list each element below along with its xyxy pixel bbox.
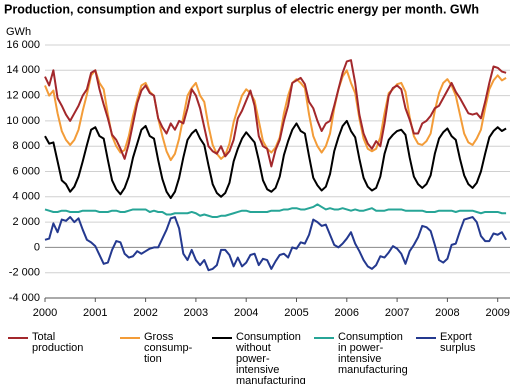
chart-title: Production, consumption and export surpl… [4,2,479,16]
legend-swatch [120,337,140,339]
series-line [44,119,507,200]
x-tick-label: 2005 [284,307,308,319]
x-tick-label: 2008 [435,307,459,319]
y-tick-label: 10 000 [6,115,40,127]
y-tick-label: 14 000 [6,64,40,76]
x-tick-label: 2006 [335,307,359,319]
x-tick-label: 2009 [485,307,509,319]
series-line [44,203,507,219]
series-line [44,216,507,272]
legend-label: Total production [32,331,84,354]
y-tick-label: 0 [34,241,40,253]
legend-label: Consumption in power- intensive manufact… [338,331,408,376]
y-tick-label: 6 000 [12,165,40,177]
y-tick-label: 16 000 [6,39,40,51]
legend-swatch [314,337,334,339]
x-tick-label: 2002 [133,307,157,319]
legend-label: Consumption without power- intensive man… [236,331,306,384]
legend-label: Export surplus [440,331,476,354]
y-tick-label: 12 000 [6,90,40,102]
x-tick-label: 2003 [184,307,208,319]
y-tick-label: 4 000 [12,191,40,203]
legend-swatch [212,337,232,339]
legend-swatch [416,337,436,339]
series-line [44,59,507,168]
x-tick-label: 2000 [33,307,57,319]
legend-label: Gross consump- tion [144,331,193,365]
y-tick-label: 8 000 [12,140,40,152]
x-tick-label: 2007 [385,307,409,319]
y-tick-label: -2 000 [9,267,40,279]
x-tick-label: 2001 [83,307,107,319]
x-tick-label: 2004 [234,307,258,319]
y-axis-label: GWh [6,26,31,38]
y-tick-label: -4 000 [9,292,40,304]
legend-swatch [8,337,28,339]
y-tick-label: 2 000 [12,216,40,228]
